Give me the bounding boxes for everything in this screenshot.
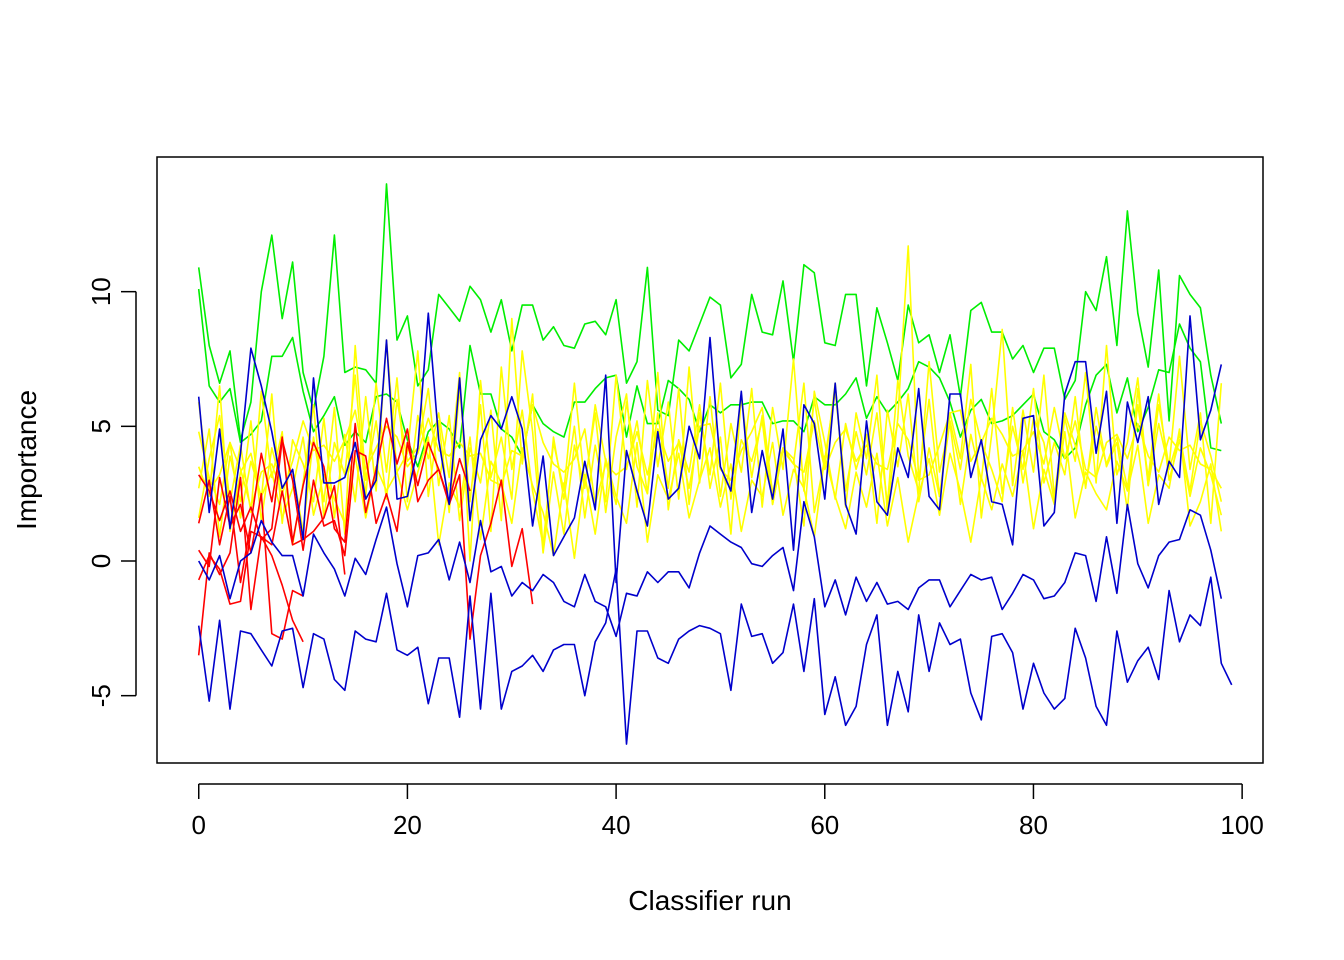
plot-frame	[156, 156, 1264, 764]
y-tick-label: 5	[86, 419, 116, 433]
series-line-2-green	[197, 288, 1222, 468]
x-tick-label: 60	[810, 810, 839, 840]
x-tick-label: 40	[602, 810, 631, 840]
series-line-1-green	[197, 183, 1223, 441]
series-line-10-red	[197, 484, 346, 605]
series-line-6-yellow	[197, 350, 1223, 562]
series-line-8-red	[197, 417, 534, 640]
series-layer	[197, 183, 1233, 745]
y-tick-label: 0	[86, 554, 116, 568]
x-axis: 0 20 40 60 80 100	[192, 783, 1264, 840]
x-axis-title: Classifier run	[628, 885, 791, 916]
y-tick-label: 10	[86, 277, 116, 306]
series-line-14-blue	[198, 500, 1223, 638]
series-line-13-blue	[197, 312, 1223, 584]
y-tick-label: -5	[86, 684, 116, 707]
series-line-15-blue	[197, 568, 1233, 745]
x-tick-label: 80	[1019, 810, 1048, 840]
x-tick-label: 100	[1220, 810, 1263, 840]
x-tick-label: 0	[192, 810, 206, 840]
x-tick-label: 20	[393, 810, 422, 840]
series-line-11-red	[197, 476, 304, 656]
y-axis: -5 0 5 10	[86, 277, 137, 707]
y-axis-title: Importance	[11, 390, 42, 530]
